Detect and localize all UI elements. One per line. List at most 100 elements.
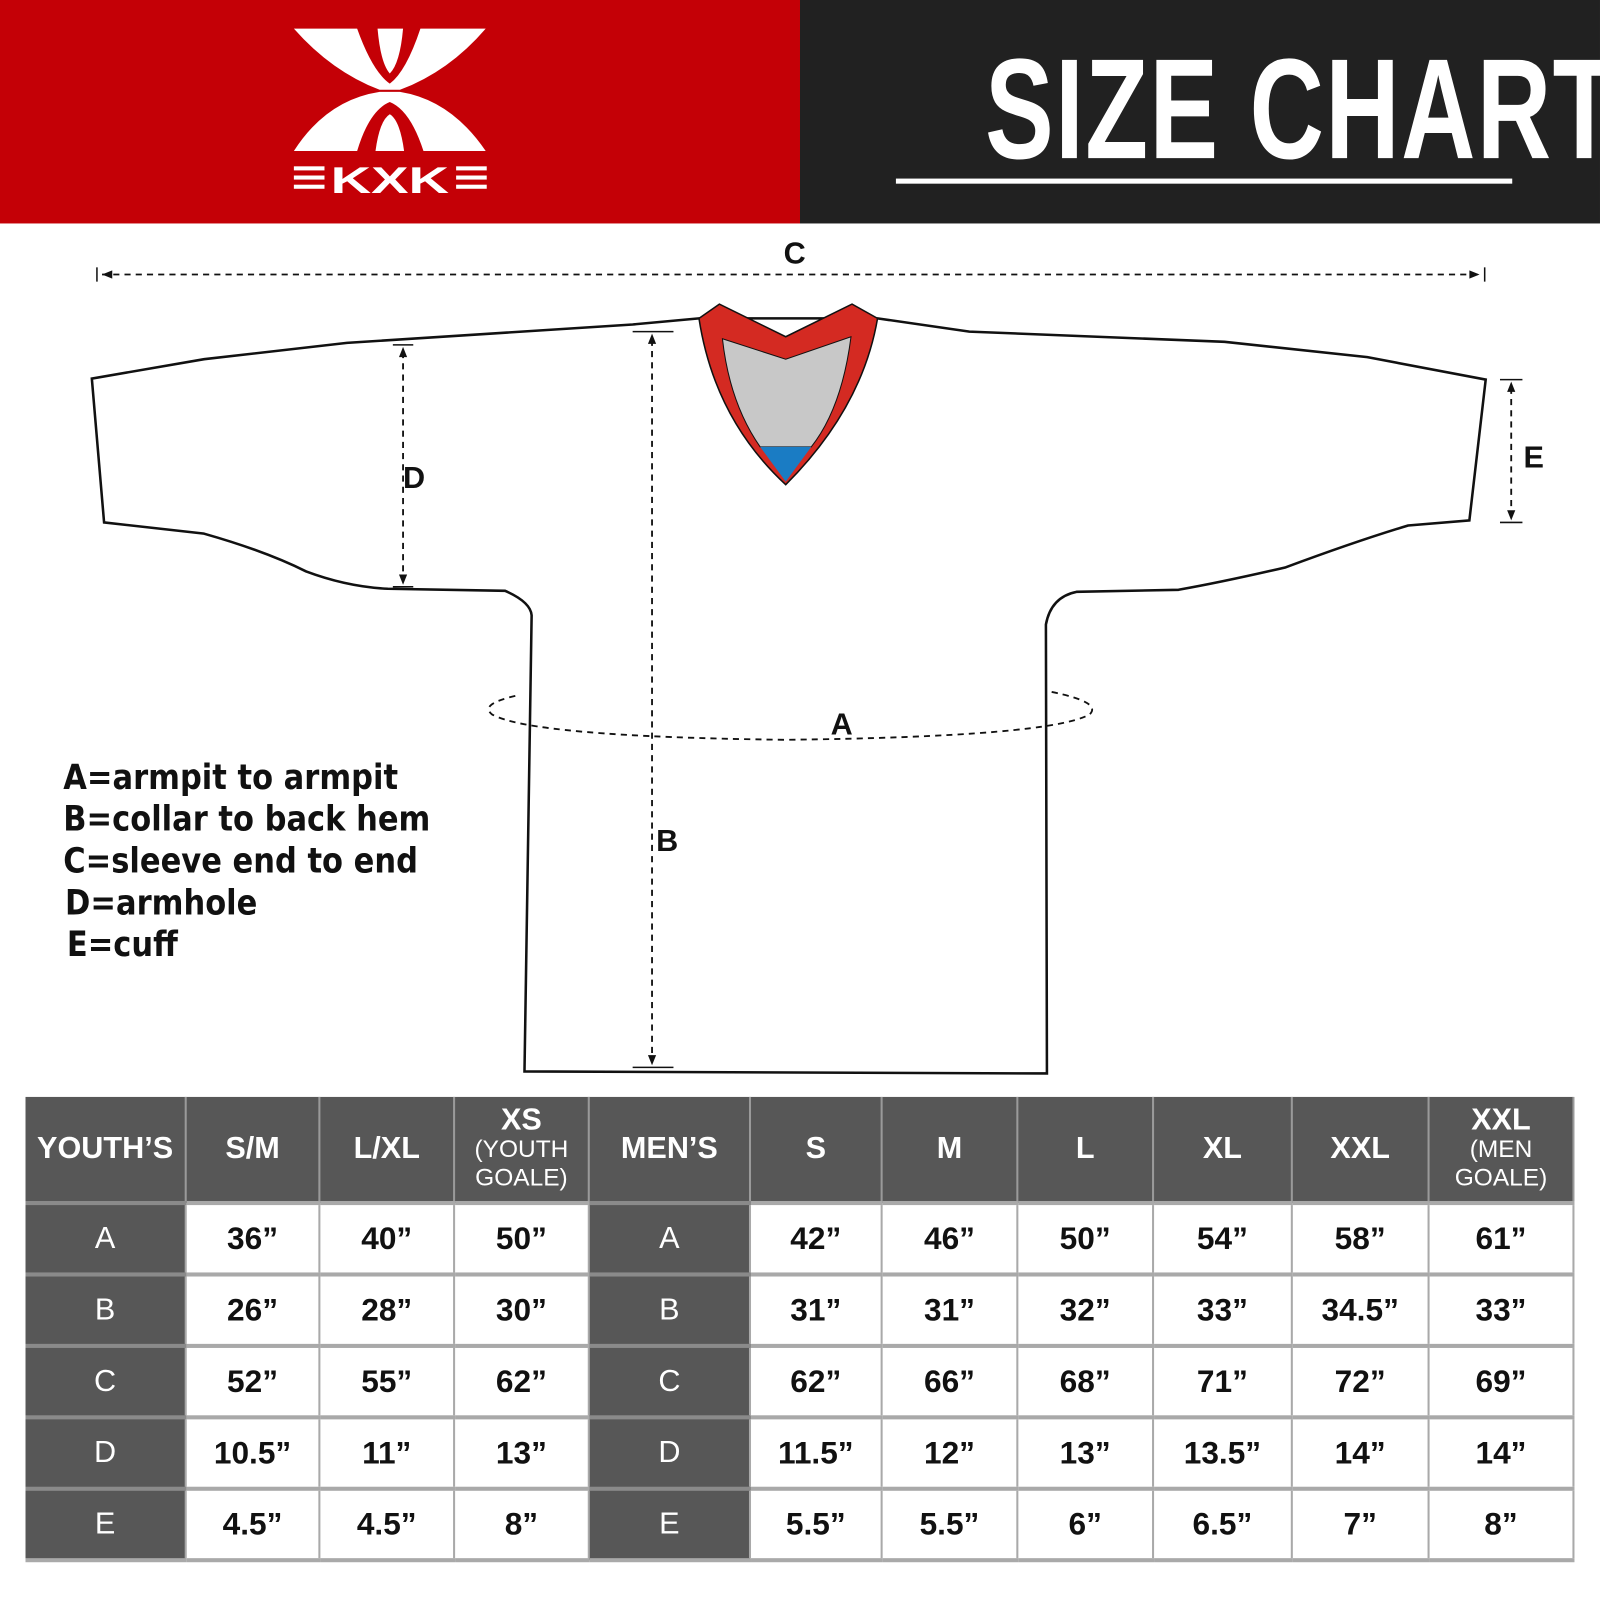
table-row: A 36” 40” 50” A 42” 46” 50” 54” 58” 61”	[25, 1201, 1575, 1275]
row-label-men: D	[588, 1415, 752, 1489]
label-c: C	[784, 236, 806, 270]
row-label-youth: B	[25, 1272, 187, 1346]
jersey-outline	[90, 317, 1488, 1075]
row-label-men: E	[588, 1486, 752, 1563]
legend-item: E=cuff	[66, 924, 178, 966]
size-sublabel: (MEN GOALE)	[1454, 1135, 1548, 1192]
measurement-cell: 12”	[881, 1415, 1019, 1489]
table-row: D 10.5” 11” 13” D 11.5” 12” 13” 13.5” 14” 14”	[25, 1415, 1575, 1489]
size-label: S/M	[225, 1131, 280, 1166]
measurement-cell: 46”	[881, 1201, 1019, 1275]
men-header: MEN’S	[588, 1096, 752, 1204]
legend-item: D=armhole	[65, 882, 258, 924]
measurement-cell: 58”	[1291, 1201, 1430, 1275]
measurement-cell: 33”	[1428, 1272, 1575, 1346]
measurement-cell: 28”	[319, 1272, 456, 1346]
logo-text: KXK	[331, 160, 450, 201]
legend-item: B=collar to back hem	[63, 798, 431, 840]
measurement-cell: 13”	[454, 1415, 590, 1489]
size-header: S/M	[185, 1096, 321, 1204]
measurement-cell: 13”	[1017, 1415, 1155, 1489]
table-row: E 4.5” 4.5” 8” E 5.5” 5.5” 6” 6.5” 7” 8”	[25, 1486, 1575, 1563]
measurement-cell: 5.5”	[749, 1486, 883, 1563]
page-title: SIZE CHART	[985, 28, 1600, 189]
row-label-youth: E	[25, 1486, 187, 1563]
measurement-cell: 72”	[1291, 1343, 1430, 1418]
size-sublabel: (YOUTH GOALE)	[474, 1135, 569, 1192]
title-underline	[895, 178, 1513, 184]
measurement-cell: 14”	[1428, 1415, 1575, 1489]
measurement-cell: 7”	[1291, 1486, 1430, 1563]
measurement-cell: 68”	[1017, 1343, 1155, 1418]
measurement-cell: 31”	[749, 1272, 883, 1346]
measurement-cell: 13.5”	[1153, 1415, 1293, 1489]
size-table: YOUTH’S S/M L/XL XS (YOUTH GOALE) MEN’S S M L XL X…	[25, 1096, 1575, 1563]
size-label: XS	[501, 1103, 542, 1137]
label-a: A	[831, 708, 853, 742]
measurement-cell: 30”	[454, 1272, 590, 1346]
label-d: D	[403, 461, 425, 495]
measurement-cell: 33”	[1153, 1272, 1293, 1346]
brand-banner: KXK	[0, 0, 800, 224]
size-label: M	[936, 1131, 963, 1166]
size-header: M	[881, 1096, 1019, 1204]
measurement-cell: 4.5”	[319, 1486, 456, 1563]
measurement-cell: 61”	[1428, 1201, 1575, 1275]
table-row: C 52” 55” 62” C 62” 66” 68” 71” 72” 69”	[25, 1343, 1575, 1418]
table-header-row: YOUTH’S S/M L/XL XS (YOUTH GOALE) MEN’S S M L XL X…	[25, 1096, 1575, 1204]
measurement-cell: 4.5”	[185, 1486, 321, 1563]
title-banner	[799, 0, 1600, 224]
row-label-men: A	[588, 1201, 752, 1275]
measurement-cell: 8”	[454, 1486, 590, 1563]
jersey-diagram: C D B E A	[90, 236, 1544, 1075]
measurement-cell: 66”	[881, 1343, 1019, 1418]
measurement-cell: 40”	[319, 1201, 456, 1275]
legend-item: A=armpit to armpit	[63, 757, 399, 798]
measure-line-a	[487, 690, 1093, 741]
measurement-cell: 62”	[749, 1343, 883, 1418]
measurement-cell: 11.5”	[749, 1415, 883, 1489]
size-header: L	[1017, 1096, 1155, 1204]
table-row: B 26” 28” 30” B 31” 31” 32” 33” 34.5” 33”	[25, 1272, 1575, 1346]
collar-inner	[721, 335, 852, 448]
size-header: XXL (MEN GOALE)	[1428, 1096, 1575, 1204]
size-header: S	[749, 1096, 883, 1204]
row-label-youth: D	[25, 1415, 187, 1489]
measurement-cell: 54”	[1153, 1201, 1293, 1275]
kxk-logo: KXK	[293, 28, 487, 201]
measurement-cell: 71”	[1153, 1343, 1293, 1418]
measurement-cell: 50”	[454, 1201, 590, 1275]
measurement-cell: 10.5”	[185, 1415, 321, 1489]
youth-header: YOUTH’S	[25, 1096, 187, 1204]
size-label: XXL	[1471, 1103, 1531, 1137]
size-header: L/XL	[319, 1096, 456, 1204]
size-label: XL	[1202, 1131, 1243, 1166]
measurement-cell: 62”	[454, 1343, 590, 1418]
measurement-cell: 55”	[319, 1343, 456, 1418]
measurement-cell: 26”	[185, 1272, 321, 1346]
label-b: B	[656, 824, 678, 858]
measurement-cell: 14”	[1291, 1415, 1430, 1489]
size-header: XXL	[1291, 1096, 1430, 1204]
measurement-cell: 31”	[881, 1272, 1019, 1346]
row-label-youth: C	[25, 1343, 187, 1418]
measurement-cell: 32”	[1017, 1272, 1155, 1346]
size-header: XS (YOUTH GOALE)	[454, 1096, 590, 1204]
legend-item: C=sleeve end to end	[63, 840, 418, 882]
size-label: S	[805, 1131, 827, 1166]
measurement-cell: 6”	[1017, 1486, 1155, 1563]
label-e: E	[1523, 440, 1543, 474]
measurement-cell: 36”	[185, 1201, 321, 1275]
size-header: XL	[1153, 1096, 1293, 1204]
measurement-cell: 5.5”	[881, 1486, 1019, 1563]
measurement-cell: 52”	[185, 1343, 321, 1418]
size-label: L/XL	[353, 1131, 420, 1166]
row-label-men: B	[588, 1272, 752, 1346]
measurement-cell: 34.5”	[1291, 1272, 1430, 1346]
measurement-cell: 6.5”	[1153, 1486, 1293, 1563]
size-label: XXL	[1330, 1131, 1390, 1166]
collar-tag	[760, 446, 812, 482]
measurement-cell: 50”	[1017, 1201, 1155, 1275]
measurement-cell: 11”	[319, 1415, 456, 1489]
measurement-cell: 69”	[1428, 1343, 1575, 1418]
